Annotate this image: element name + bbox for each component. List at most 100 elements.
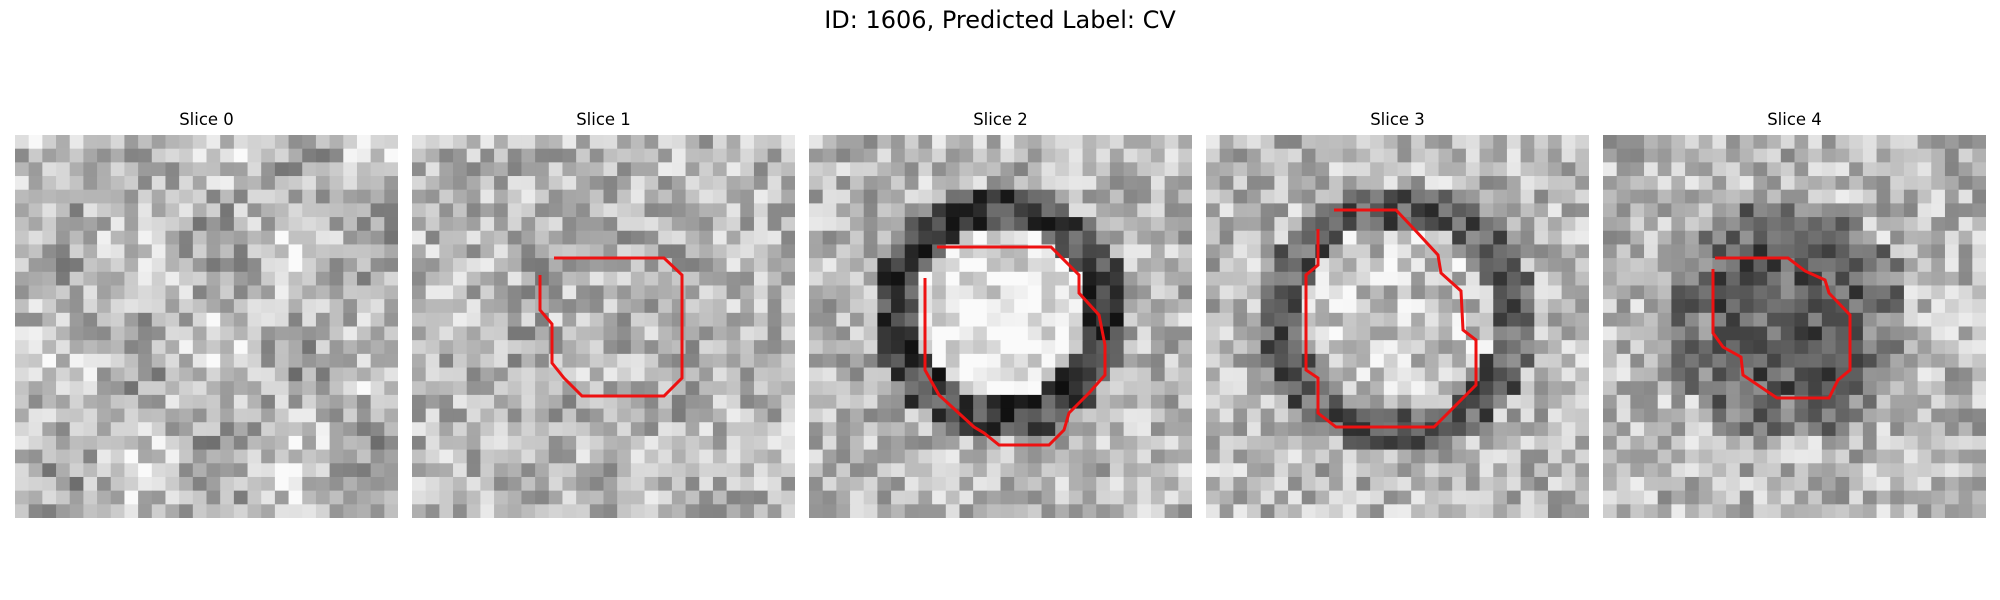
pixel: [1739, 135, 1755, 150]
pixel: [836, 367, 851, 382]
pixel: [1780, 422, 1796, 437]
pixel: [973, 504, 988, 518]
pixel: [767, 285, 782, 300]
pixel: [740, 312, 755, 328]
pixel: [1411, 449, 1426, 464]
pixel: [1164, 435, 1179, 451]
pixel: [1233, 189, 1248, 204]
pixel: [589, 422, 605, 437]
pixel: [1178, 408, 1192, 423]
pixel: [932, 203, 947, 218]
pixel: [110, 476, 126, 492]
pixel: [1958, 449, 1973, 464]
pixel: [1397, 422, 1412, 437]
pixel: [412, 340, 427, 355]
pixel: [1890, 189, 1905, 204]
pixel: [1972, 326, 1986, 341]
pixel: [685, 381, 700, 396]
pixel: [781, 490, 795, 505]
pixel: [1630, 285, 1645, 300]
pixel: [1137, 449, 1152, 464]
pixel: [1561, 504, 1576, 518]
pixel: [658, 217, 673, 232]
slice-panel-2: Slice 2: [809, 107, 1192, 518]
pixel: [699, 394, 714, 410]
pixel: [42, 203, 57, 218]
pixel: [1917, 394, 1932, 410]
pixel: [1630, 203, 1645, 218]
pixel: [1109, 381, 1125, 396]
pixel: [466, 463, 481, 478]
pixel: [1547, 189, 1563, 204]
pixel: [712, 476, 728, 492]
pixel: [1685, 449, 1700, 464]
pixel: [1794, 299, 1809, 314]
pixel: [973, 285, 988, 300]
pixel: [1465, 490, 1481, 505]
pixel: [1808, 408, 1823, 423]
pixel: [1178, 353, 1192, 369]
pixel: [1958, 135, 1973, 150]
pixel: [343, 312, 358, 328]
pixel: [781, 299, 795, 314]
pixel: [1506, 367, 1522, 382]
slice-image-4: [1603, 135, 1986, 518]
pixel: [1698, 367, 1714, 382]
pixel: [179, 203, 194, 218]
pixel: [425, 148, 440, 163]
pixel: [151, 176, 167, 191]
pixel: [466, 244, 481, 259]
pixel: [1329, 230, 1344, 246]
pixel: [658, 422, 673, 437]
pixel: [1027, 435, 1043, 451]
pixel: [1206, 463, 1221, 478]
pixel: [1465, 176, 1481, 191]
pixel: [1903, 340, 1919, 355]
pixel: [1561, 422, 1576, 437]
pixel: [1972, 230, 1986, 246]
pixel: [809, 353, 824, 369]
pixel: [315, 285, 331, 300]
pixel: [42, 394, 57, 410]
pixel: [1767, 312, 1782, 328]
pixel: [644, 258, 659, 273]
pixel: [110, 504, 126, 518]
pixel: [56, 230, 71, 246]
pixel: [1547, 435, 1563, 451]
pixel: [1109, 230, 1125, 246]
pixel: [959, 449, 974, 464]
pixel: [315, 230, 331, 246]
pixel: [1041, 285, 1056, 300]
pixel: [1438, 258, 1453, 273]
pixel: [877, 162, 892, 177]
pixel: [1096, 271, 1111, 287]
pixel: [1383, 422, 1399, 437]
pixel: [1123, 148, 1138, 163]
pixel: [973, 353, 988, 369]
pixel: [315, 504, 331, 518]
pixel: [521, 326, 536, 341]
pixel: [1247, 285, 1262, 300]
pixel: [1520, 326, 1535, 341]
pixel: [1027, 299, 1043, 314]
pixel: [932, 217, 947, 232]
pixel: [1808, 312, 1823, 328]
pixel: [288, 476, 303, 492]
pixel: [1109, 340, 1125, 355]
pixel: [1383, 340, 1399, 355]
pixel: [507, 258, 523, 273]
pixel: [507, 244, 523, 259]
pixel: [562, 490, 577, 505]
pixel: [1506, 148, 1522, 163]
pixel: [1917, 449, 1932, 464]
pixel: [329, 217, 344, 232]
pixel: [630, 463, 646, 478]
pixel: [165, 449, 180, 464]
pixel: [1493, 490, 1508, 505]
pixel: [384, 408, 398, 423]
pixel: [1329, 504, 1344, 518]
pixel: [1424, 367, 1440, 382]
pixel: [1547, 135, 1563, 150]
pixel: [83, 367, 98, 382]
pixel: [247, 422, 262, 437]
